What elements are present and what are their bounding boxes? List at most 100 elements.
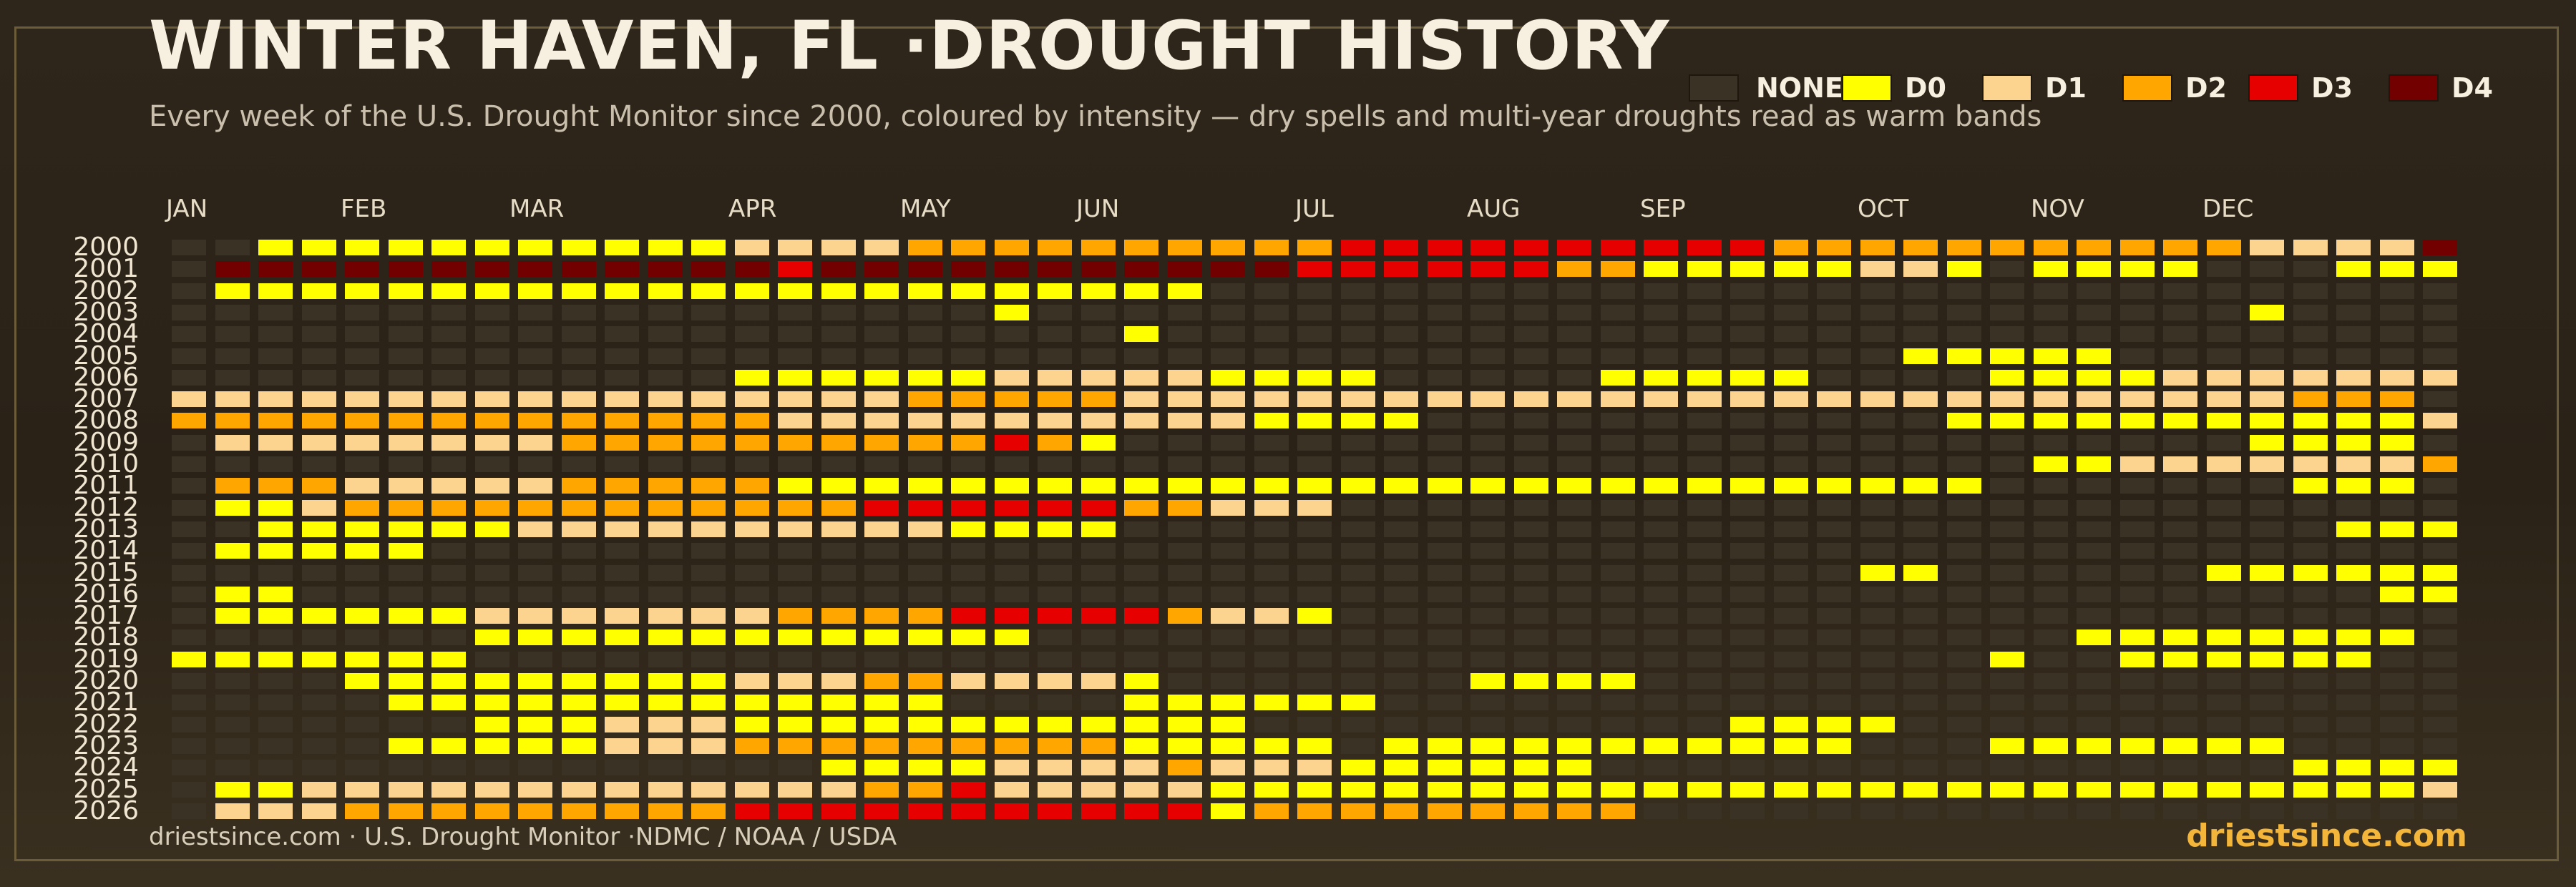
heat-cell-2000-w25: [1211, 240, 1245, 255]
heat-cell-2005-w21: [1038, 348, 1072, 364]
heat-cell-2000-w5: [345, 240, 379, 255]
heat-cell-2026-w23: [1124, 803, 1158, 819]
heat-cell-2017-w28: [1341, 608, 1375, 624]
legend-swatch-d0: [1842, 74, 1892, 102]
heat-cell-2014-w50: [2293, 543, 2328, 559]
heat-cell-2005-w25: [1211, 348, 1245, 364]
year-label-2015: 2015: [73, 557, 139, 587]
heat-cell-2008-w31: [1470, 413, 1505, 428]
heat-cell-2018-w31: [1470, 629, 1505, 645]
heat-cell-2013-w29: [1384, 521, 1418, 537]
heat-cell-2008-w21: [1038, 413, 1072, 428]
heat-cell-2002-w44: [2034, 283, 2068, 299]
heat-cell-2024-w35: [1644, 760, 1678, 775]
heat-cell-2025-w51: [2336, 782, 2371, 798]
heat-cell-2007-w5: [345, 391, 379, 407]
heat-cell-2005-w41: [1903, 348, 1938, 364]
heat-cell-2006-w38: [1774, 370, 1808, 386]
heat-cell-2018-w19: [951, 629, 985, 645]
heat-cell-2021-w29: [1384, 695, 1418, 710]
heat-cell-2011-w9: [518, 478, 552, 494]
heat-cell-2003-w38: [1774, 305, 1808, 320]
month-label-aug: AUG: [1467, 195, 1521, 223]
heat-cell-2008-w28: [1341, 413, 1375, 428]
heat-cell-2001-w16: [821, 261, 856, 277]
heat-cell-2012-w4: [302, 500, 336, 516]
heat-cell-2007-w49: [2250, 391, 2284, 407]
heat-cell-2019-w1: [172, 652, 206, 667]
heat-cell-2004-w9: [518, 326, 552, 342]
heat-cell-2000-w43: [1990, 240, 2024, 255]
heat-cell-2011-w6: [389, 478, 423, 494]
legend-label-d0: D0: [1905, 72, 1946, 104]
heat-cell-2005-w2: [215, 348, 250, 364]
heat-cell-2007-w45: [2077, 391, 2111, 407]
heat-cell-2005-w24: [1168, 348, 1202, 364]
heat-cell-2004-w25: [1211, 326, 1245, 342]
heat-cell-2006-w7: [431, 370, 466, 386]
heat-cell-2015-w21: [1038, 565, 1072, 581]
heat-cell-2008-w50: [2293, 413, 2328, 428]
heat-cell-2005-w45: [2077, 348, 2111, 364]
heat-cell-2010-w6: [389, 456, 423, 472]
heat-cell-2009-w43: [1990, 435, 2024, 451]
heat-cell-2017-w44: [2034, 608, 2068, 624]
heat-cell-2009-w40: [1860, 435, 1895, 451]
heat-cell-2013-w7: [431, 521, 466, 537]
heat-cell-2017-w20: [995, 608, 1029, 624]
heat-cell-2013-w21: [1038, 521, 1072, 537]
heat-cell-2026-w41: [1903, 803, 1938, 819]
heat-cell-2016-w30: [1428, 587, 1462, 602]
heat-cell-2018-w24: [1168, 629, 1202, 645]
heat-cell-2021-w25: [1211, 695, 1245, 710]
heat-cell-2003-w43: [1990, 305, 2024, 320]
heat-cell-2012-w28: [1341, 500, 1375, 516]
heat-cell-2025-w49: [2250, 782, 2284, 798]
heat-cell-2007-w28: [1341, 391, 1375, 407]
heat-cell-2026-w15: [778, 803, 812, 819]
heat-cell-2021-w34: [1601, 695, 1635, 710]
heat-cell-2022-w31: [1470, 717, 1505, 732]
heat-cell-2017-w47: [2163, 608, 2197, 624]
heat-cell-2019-w46: [2120, 652, 2155, 667]
heat-cell-2026-w38: [1774, 803, 1808, 819]
year-label-2017: 2017: [73, 601, 139, 631]
heat-cell-2010-w23: [1124, 456, 1158, 472]
heat-cell-2020-w5: [345, 673, 379, 689]
heat-cell-2004-w7: [431, 326, 466, 342]
heat-cell-2007-w47: [2163, 391, 2197, 407]
heat-cell-2005-w49: [2250, 348, 2284, 364]
heat-cell-2013-w48: [2207, 521, 2241, 537]
heat-cell-2021-w32: [1514, 695, 1548, 710]
heat-cell-2012-w39: [1817, 500, 1851, 516]
heat-cell-2026-w31: [1470, 803, 1505, 819]
heat-cell-2011-w14: [735, 478, 769, 494]
heat-cell-2004-w8: [475, 326, 509, 342]
heat-cell-2020-w45: [2077, 673, 2111, 689]
heat-cell-2025-w7: [431, 782, 466, 798]
heat-cell-2019-w26: [1254, 652, 1289, 667]
heat-cell-2016-w49: [2250, 587, 2284, 602]
heat-cell-2020-w38: [1774, 673, 1808, 689]
heat-cell-2018-w48: [2207, 629, 2241, 645]
heat-cell-2005-w35: [1644, 348, 1678, 364]
heat-cell-2019-w13: [691, 652, 726, 667]
heat-cell-2023-w8: [475, 738, 509, 754]
heat-cell-2019-w41: [1903, 652, 1938, 667]
year-label-2001: 2001: [73, 254, 139, 284]
heat-cell-2022-w43: [1990, 717, 2024, 732]
heat-cell-2002-w9: [518, 283, 552, 299]
heat-cell-2008-w10: [562, 413, 596, 428]
heat-cell-2021-w35: [1644, 695, 1678, 710]
heat-cell-2017-w10: [562, 608, 596, 624]
heat-cell-2001-w49: [2250, 261, 2284, 277]
heat-cell-2005-w52: [2380, 348, 2414, 364]
heat-cell-2024-w9: [518, 760, 552, 775]
heat-cell-2024-w39: [1817, 760, 1851, 775]
heat-cell-2001-w38: [1774, 261, 1808, 277]
heat-cell-2010-w44: [2034, 456, 2068, 472]
heat-cell-2026-w7: [431, 803, 466, 819]
heat-cell-2025-w16: [821, 782, 856, 798]
heat-cell-2006-w44: [2034, 370, 2068, 386]
heat-cell-2026-w17: [864, 803, 899, 819]
